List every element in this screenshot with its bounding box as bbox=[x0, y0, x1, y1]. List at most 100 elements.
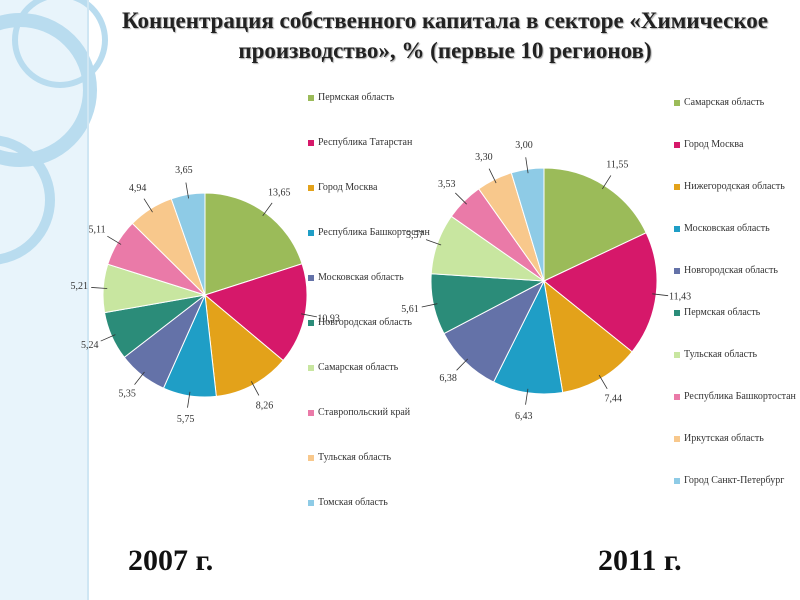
value-label: 11,43 bbox=[669, 291, 691, 302]
legend-label: Нижегородская область bbox=[684, 181, 785, 192]
legend-label: Новгородская область bbox=[684, 265, 778, 276]
legend-label: Иркутская область bbox=[684, 433, 764, 444]
leader-line bbox=[187, 391, 191, 408]
leader-line bbox=[425, 239, 442, 246]
legend-label: Тульская область bbox=[684, 349, 758, 360]
value-label: 11,55 bbox=[606, 160, 628, 171]
slide-title: Концентрация собственного капитала в сек… bbox=[121, 8, 769, 63]
value-label: 3,53 bbox=[438, 179, 456, 190]
legend-item: Республика Башкортостан bbox=[308, 227, 430, 239]
legend-item: Республика Татарстан bbox=[308, 137, 430, 149]
legend-label: Республика Татарстан bbox=[318, 137, 413, 148]
legend-swatch bbox=[674, 184, 680, 190]
legend-label: Самарская область bbox=[684, 97, 765, 108]
legend-swatch bbox=[674, 394, 680, 400]
legend-label: Ставропольский край bbox=[318, 407, 411, 418]
legend-swatch bbox=[674, 352, 680, 358]
leader-line bbox=[143, 198, 153, 213]
value-label: 3,00 bbox=[515, 140, 533, 151]
legend-item: Город Москва bbox=[308, 182, 430, 194]
legend-label: Пермская область bbox=[318, 92, 395, 103]
legend-swatch bbox=[308, 410, 314, 416]
leader-line bbox=[100, 334, 116, 342]
legend-item: Пермская область bbox=[308, 92, 430, 104]
value-label: 5,61 bbox=[401, 304, 419, 315]
value-label: 7,44 bbox=[605, 393, 623, 404]
leader-line bbox=[602, 175, 612, 190]
value-label: 5,75 bbox=[177, 414, 195, 425]
legend-label: Город Москва bbox=[318, 182, 378, 193]
legend-swatch bbox=[674, 478, 680, 484]
legend-swatch bbox=[308, 365, 314, 371]
legend-label: Московская область bbox=[684, 223, 770, 234]
legend-swatch bbox=[308, 455, 314, 461]
leader-line bbox=[250, 381, 260, 396]
value-label: 5,35 bbox=[118, 388, 136, 399]
legend-item: Тульская область bbox=[308, 452, 430, 464]
leader-line bbox=[185, 182, 189, 199]
legend-swatch bbox=[674, 226, 680, 232]
leader-line bbox=[262, 202, 273, 217]
legend-swatch bbox=[308, 185, 314, 191]
leader-line bbox=[456, 358, 469, 371]
legend-item: Московская область bbox=[308, 272, 430, 284]
legend-item: Город Москва bbox=[674, 139, 796, 151]
decoration bbox=[0, 0, 108, 600]
legend-item: Томская область bbox=[308, 497, 430, 509]
value-label: 3,65 bbox=[175, 165, 193, 176]
legend-item: Нижегородская область bbox=[674, 181, 796, 193]
legend-item: Город Санкт-Петербург bbox=[674, 475, 796, 487]
value-label: 4,94 bbox=[129, 183, 147, 194]
leader-line bbox=[455, 192, 467, 205]
legend-label: Московская область bbox=[318, 272, 404, 283]
legend-item: Иркутская область bbox=[674, 433, 796, 445]
value-label: 6,43 bbox=[515, 411, 533, 422]
value-label: 10,93 bbox=[317, 313, 340, 324]
leader-line bbox=[134, 371, 145, 385]
leader-line bbox=[488, 168, 497, 184]
leader-line bbox=[652, 293, 669, 297]
year-label: 2007 г. bbox=[128, 544, 214, 577]
value-label: 5,11 bbox=[89, 224, 106, 235]
legend-swatch bbox=[674, 100, 680, 106]
legend-swatch bbox=[674, 310, 680, 316]
legend-label: Город Москва bbox=[684, 139, 744, 150]
value-label: 5,24 bbox=[81, 340, 99, 351]
legend-item: Ставропольский край bbox=[308, 407, 430, 419]
leader-line bbox=[598, 374, 608, 390]
legend-swatch bbox=[308, 95, 314, 101]
legend-label: Республика Башкортостан bbox=[318, 227, 430, 238]
legend-label: Самарская область bbox=[318, 362, 399, 373]
legend-item: Тульская область bbox=[674, 349, 796, 361]
legend-swatch bbox=[308, 320, 314, 326]
legend-swatch bbox=[674, 268, 680, 274]
legend-item: Республика Башкортостан bbox=[674, 391, 796, 403]
legend-label: Республика Башкортостан bbox=[684, 391, 796, 402]
legend-item: Новгородская область bbox=[674, 265, 796, 277]
legend-item: Московская область bbox=[674, 223, 796, 235]
value-label: 13,65 bbox=[268, 187, 291, 198]
legend-swatch bbox=[674, 142, 680, 148]
leader-line bbox=[107, 235, 122, 245]
value-label: 6,38 bbox=[439, 373, 457, 384]
legend-swatch bbox=[674, 436, 680, 442]
leader-line bbox=[301, 313, 317, 318]
legend-swatch bbox=[308, 275, 314, 281]
legend-label: Город Санкт-Петербург bbox=[684, 475, 785, 486]
legend-item: Новгородская область bbox=[308, 317, 430, 329]
leader-line bbox=[525, 157, 529, 174]
leader-line bbox=[421, 303, 438, 308]
value-label: 5,57 bbox=[406, 230, 424, 241]
leader-line bbox=[525, 388, 529, 405]
legend-swatch bbox=[308, 230, 314, 236]
legend-swatch bbox=[308, 500, 314, 506]
legend-label: Новгородская область bbox=[318, 317, 412, 328]
legend-item: Пермская область bbox=[674, 307, 796, 319]
legend-item: Самарская область bbox=[674, 97, 796, 109]
value-label: 3,30 bbox=[475, 152, 493, 163]
year-label: 2011 г. bbox=[598, 544, 682, 577]
legend-swatch bbox=[308, 140, 314, 146]
value-label: 5,21 bbox=[71, 281, 89, 292]
